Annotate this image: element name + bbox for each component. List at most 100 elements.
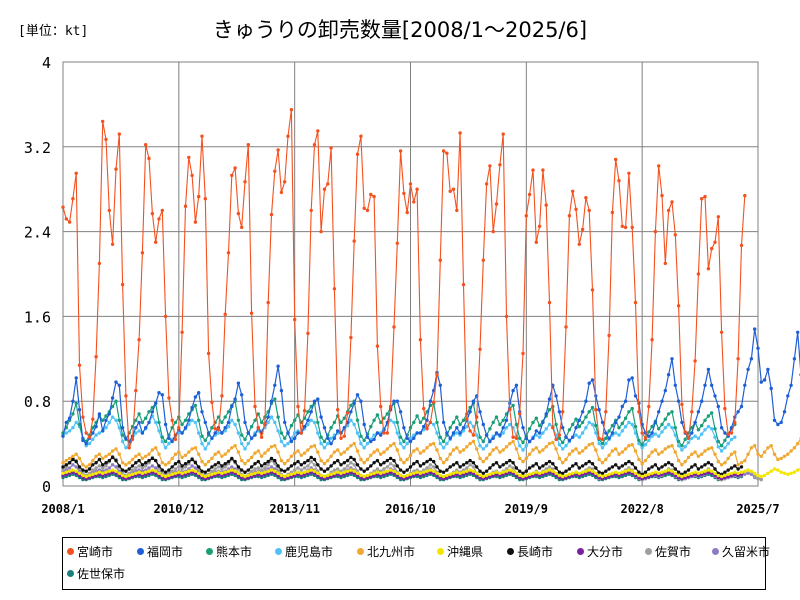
- data-point: [273, 383, 277, 387]
- data-point: [395, 464, 399, 468]
- data-point: [739, 470, 744, 474]
- data-point: [726, 456, 730, 461]
- data-point: [236, 381, 241, 385]
- data-point: [733, 420, 737, 425]
- data-point: [657, 467, 661, 471]
- data-point: [114, 418, 118, 422]
- data-point: [723, 438, 727, 443]
- data-point: [339, 471, 343, 475]
- data-point: [269, 468, 274, 472]
- data-point: [736, 357, 740, 361]
- legend-item: 佐世保市: [67, 565, 125, 582]
- data-point: [441, 461, 446, 465]
- data-point: [660, 430, 664, 434]
- data-point: [776, 422, 780, 427]
- data-point: [365, 473, 370, 478]
- data-point: [279, 388, 284, 393]
- data-point: [249, 424, 254, 429]
- data-point: [690, 431, 694, 435]
- data-point: [666, 468, 671, 472]
- data-point: [412, 420, 416, 425]
- data-point: [402, 446, 406, 450]
- data-point: [293, 468, 297, 472]
- data-point: [240, 468, 244, 472]
- data-point: [246, 473, 250, 478]
- data-point: [339, 463, 343, 467]
- data-point: [293, 418, 297, 422]
- data-point: [240, 473, 244, 478]
- data-point: [557, 473, 562, 478]
- data-point: [564, 435, 568, 439]
- data-point: [249, 472, 254, 476]
- data-point: [369, 424, 373, 429]
- data-point: [604, 473, 608, 478]
- data-point: [534, 462, 538, 466]
- data-point: [160, 468, 164, 472]
- data-point: [180, 455, 184, 460]
- data-point: [527, 439, 532, 444]
- data-point: [743, 193, 747, 198]
- data-point: [465, 469, 469, 473]
- data-point: [154, 466, 158, 470]
- data-point: [243, 470, 247, 474]
- data-point: [379, 463, 383, 467]
- data-point: [213, 452, 217, 456]
- data-point: [101, 471, 105, 475]
- series-5: [61, 467, 800, 479]
- data-point: [494, 431, 499, 435]
- data-point: [623, 462, 628, 466]
- data-point: [388, 462, 393, 466]
- data-point: [107, 452, 112, 456]
- data-point: [395, 431, 399, 435]
- data-point: [230, 465, 234, 469]
- data-point: [706, 461, 711, 465]
- data-point: [571, 435, 575, 439]
- data-point: [534, 470, 538, 474]
- data-point: [150, 464, 155, 468]
- data-point: [259, 454, 264, 458]
- legend-label: 沖縄県: [447, 545, 484, 559]
- data-point: [187, 418, 191, 422]
- data-point: [329, 441, 333, 446]
- data-point: [653, 463, 658, 467]
- data-point: [365, 457, 370, 462]
- data-point: [422, 449, 426, 453]
- data-point: [183, 418, 188, 422]
- data-point: [140, 463, 145, 467]
- data-point: [273, 469, 277, 473]
- data-point: [163, 446, 168, 450]
- data-point: [61, 434, 65, 438]
- data-point: [382, 470, 386, 474]
- data-point: [233, 397, 237, 401]
- data-point: [329, 464, 333, 468]
- data-point: [342, 461, 346, 465]
- data-point: [422, 462, 426, 466]
- data-point: [438, 456, 442, 461]
- data-point: [567, 467, 572, 471]
- data-point: [263, 451, 267, 455]
- data-point: [577, 424, 581, 429]
- data-point: [753, 471, 757, 475]
- data-point: [187, 155, 191, 160]
- data-point: [220, 467, 224, 471]
- data-point: [362, 469, 366, 473]
- data-point: [547, 465, 552, 469]
- legend-marker: [645, 548, 652, 555]
- data-point: [554, 437, 558, 442]
- legend-item: 大分市: [577, 543, 623, 560]
- data-point: [183, 465, 188, 469]
- data-point: [491, 448, 495, 452]
- data-point: [554, 422, 558, 427]
- data-point: [749, 357, 754, 361]
- data-point: [81, 463, 85, 467]
- data-point: [253, 451, 257, 455]
- legend-label: 宮崎市: [77, 545, 114, 559]
- data-point: [220, 454, 224, 458]
- data-point: [776, 468, 780, 472]
- data-point: [289, 439, 294, 444]
- data-point: [544, 469, 548, 473]
- data-point: [197, 471, 201, 475]
- data-point: [448, 426, 452, 430]
- data-point: [547, 468, 552, 472]
- data-point: [696, 436, 701, 440]
